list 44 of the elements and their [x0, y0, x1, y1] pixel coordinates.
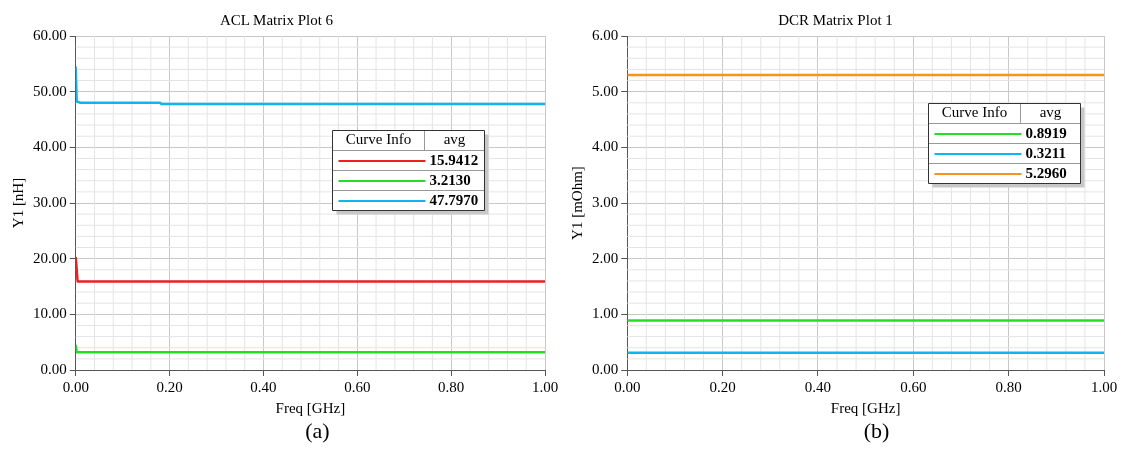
y-tick-label: 6.00	[592, 26, 619, 43]
x-tick-label: 0.40	[804, 378, 832, 395]
annotation: 5.2960	[1025, 164, 1067, 181]
y-tick-label: 50.00	[33, 82, 67, 99]
annotation: 0.8919	[1025, 124, 1067, 141]
x-axis-title: Freq [GHz]	[830, 399, 901, 416]
x-tick-label: 0.40	[250, 378, 277, 395]
y-tick-label: 1.00	[592, 305, 619, 322]
x-tick-label: 1.00	[531, 378, 559, 395]
annotation: 15.9412	[429, 151, 479, 168]
y-tick-label: 60.00	[33, 26, 67, 43]
y-axis-title: Y1 [nH]	[9, 177, 26, 229]
chart-title: ACL Matrix Plot 6	[219, 11, 334, 28]
y-tick-label: 20.00	[33, 249, 67, 266]
x-tick-label: 0.20	[709, 378, 736, 395]
x-tick-label: 0.00	[62, 378, 89, 395]
annotation: avg	[1039, 104, 1062, 121]
annotation: 0.3211	[1025, 144, 1066, 161]
y-tick-label: 5.00	[592, 82, 619, 99]
y-tick-label: 0.00	[592, 360, 619, 377]
y-tick-label: 3.00	[592, 193, 619, 210]
text: (a)	[304, 418, 331, 444]
y-tick-label: 10.00	[33, 305, 67, 322]
annotation: 47.7970	[429, 191, 479, 208]
y-tick-label: 4.00	[592, 138, 619, 155]
x-axis-title: Freq [GHz]	[275, 399, 346, 416]
x-tick-label: 0.60	[344, 378, 371, 395]
y-tick-label: 0.00	[40, 360, 67, 377]
x-tick-label: 0.80	[438, 378, 465, 395]
x-tick-label: 0.00	[614, 378, 641, 395]
y-tick-label: 40.00	[33, 138, 67, 155]
y-tick-label: 30.00	[33, 193, 67, 210]
y-axis-title: Y1 [mOhm]	[568, 166, 585, 240]
x-tick-label: 0.60	[900, 378, 927, 395]
x-tick-label: 1.00	[1090, 378, 1118, 395]
x-tick-label: 0.20	[156, 378, 183, 395]
legend-title: Curve Info	[941, 104, 1008, 121]
legend-title: Curve Info	[345, 131, 412, 148]
x-tick-label: 0.80	[995, 378, 1022, 395]
text: (b)	[862, 418, 891, 444]
y-tick-label: 2.00	[592, 249, 619, 266]
chart-title: DCR Matrix Plot 1	[778, 11, 893, 28]
annotation: 3.2130	[429, 171, 471, 188]
annotation: avg	[443, 131, 466, 148]
